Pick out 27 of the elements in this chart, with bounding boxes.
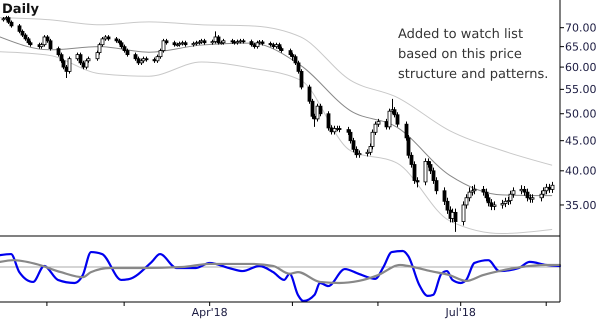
line-series [0, 17, 552, 166]
candlestick [318, 103, 322, 117]
candlestick [550, 181, 554, 194]
x-tick-label: Jul'18 [444, 306, 476, 319]
annotation: Added to watch list based on this price structure and patterns. [398, 27, 548, 82]
candlestick [48, 38, 52, 52]
y-tick-label: 50.00 [565, 108, 596, 121]
candlestick [472, 184, 476, 195]
candlestick [42, 34, 46, 48]
chart-title: Daily [2, 2, 40, 17]
y-tick-label: 45.00 [565, 134, 596, 148]
candlestick [504, 197, 508, 208]
y-tick-label: 40.00 [565, 164, 596, 178]
y-tick-label: 70.00 [565, 22, 596, 35]
y-tick-label: 65.00 [565, 40, 596, 54]
candlestick [326, 110, 330, 132]
candlestick [68, 56, 72, 74]
candlestick [78, 52, 82, 66]
candlestick [454, 208, 458, 232]
candlestick [526, 188, 530, 202]
candlestick [84, 58, 88, 70]
candlestick [542, 186, 546, 198]
x-tick-label: Apr'18 [192, 306, 228, 319]
y-tick-label: 55.00 [565, 83, 596, 96]
candlestick [18, 24, 22, 34]
y-tick-label: 35.00 [565, 198, 596, 212]
y-tick-label: 60.00 [565, 60, 596, 74]
